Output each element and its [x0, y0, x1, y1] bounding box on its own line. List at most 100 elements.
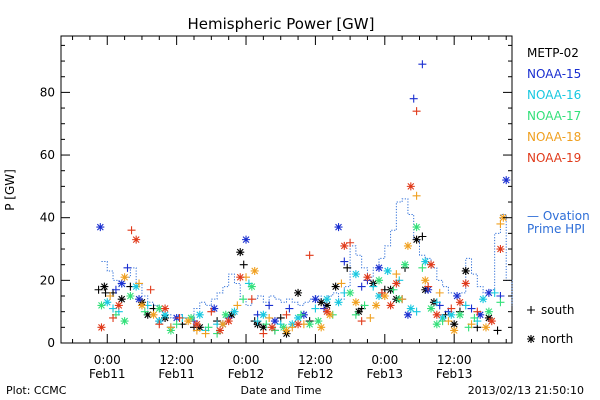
plot-area — [60, 35, 513, 344]
data-point-south — [135, 279, 144, 288]
data-point-north — [432, 310, 441, 319]
data-point-south — [109, 313, 118, 322]
data-point-south — [123, 263, 132, 272]
data-point-north — [317, 323, 326, 332]
data-point-north — [195, 310, 204, 319]
data-point-south — [418, 60, 427, 69]
data-point-north — [279, 323, 288, 332]
data-point-north — [476, 310, 485, 319]
data-point-north — [502, 176, 511, 185]
data-point-north — [401, 260, 410, 269]
data-point-north — [230, 307, 239, 316]
footer-timestamp: 2013/02/13 21:50:10 — [468, 384, 584, 397]
legend-entry: NOAA-18 — [527, 130, 581, 144]
data-point-south — [204, 323, 213, 332]
data-point-south — [490, 288, 499, 297]
data-point-north — [375, 276, 384, 285]
data-point-north — [427, 260, 436, 269]
data-point-south — [447, 304, 456, 313]
data-point-north — [135, 295, 144, 304]
data-point-north — [461, 266, 470, 275]
data-point-south — [470, 313, 479, 322]
data-point-south — [247, 295, 256, 304]
data-point-south — [398, 295, 407, 304]
data-point-south — [166, 323, 175, 332]
series-noaa-18 — [106, 191, 508, 338]
data-point-north — [383, 266, 392, 275]
data-point-north — [412, 235, 421, 244]
data-point-north — [149, 310, 158, 319]
north-symbol-icon — [527, 335, 535, 343]
data-point-north — [270, 317, 279, 326]
data-point-north — [117, 295, 126, 304]
data-point-south — [259, 329, 268, 338]
ovation-legend-label-2: Prime HPI — [527, 222, 585, 236]
data-point-north — [403, 310, 412, 319]
data-point-north — [487, 317, 496, 326]
data-point-north — [322, 295, 331, 304]
ovation-hpi-series — [101, 198, 513, 319]
data-point-north — [354, 307, 363, 316]
data-point-south — [496, 298, 505, 307]
data-point-north — [294, 313, 303, 322]
data-point-south — [409, 94, 418, 103]
data-point-north — [294, 288, 303, 297]
data-point-south — [94, 285, 103, 294]
data-point-north — [334, 223, 343, 232]
data-point-north — [192, 320, 201, 329]
data-point-south — [467, 304, 476, 313]
data-point-south — [360, 301, 369, 310]
data-point-north — [372, 301, 381, 310]
data-point-north — [496, 245, 505, 254]
x-tick-sublabel: Feb12 — [228, 367, 265, 381]
data-point-north — [155, 304, 164, 313]
data-point-north — [403, 241, 412, 250]
series-noaa-16 — [103, 257, 499, 335]
x-tick-label: 0:00 — [371, 353, 398, 367]
data-point-south — [155, 320, 164, 329]
data-point-north — [210, 304, 219, 313]
symbol-legend-label: north — [541, 332, 573, 346]
data-point-north — [259, 323, 268, 332]
data-point-south — [493, 326, 502, 335]
legend: METP-02 NOAA-15 NOAA-16 NOAA-17 NOAA-18 NOAA-… — [527, 46, 581, 165]
chart-title: Hemispheric Power [GW] — [188, 15, 375, 33]
data-point-south — [351, 310, 360, 319]
data-point-north — [132, 282, 141, 291]
y-tick-label: 80 — [40, 85, 55, 99]
data-point-south — [366, 313, 375, 322]
data-point-north — [450, 326, 459, 335]
footer-x-axis-label: Date and Time — [241, 384, 322, 397]
data-point-north — [375, 263, 384, 272]
data-point-north — [432, 320, 441, 329]
data-point-north — [351, 298, 360, 307]
data-point-north — [386, 301, 395, 310]
data-point-north — [117, 279, 126, 288]
data-point-south — [357, 282, 366, 291]
x-tick-sublabel: Feb11 — [89, 367, 126, 381]
data-point-north — [421, 276, 430, 285]
data-point-north — [97, 301, 106, 310]
data-point-north — [375, 292, 384, 301]
symbol-legend-label: south — [541, 303, 575, 317]
y-tick-label: 60 — [40, 148, 55, 162]
data-point-north — [481, 323, 490, 332]
data-point-north — [311, 295, 320, 304]
data-point-north — [100, 282, 109, 291]
data-point-north — [406, 304, 415, 313]
x-tick-label: 12:00 — [437, 353, 472, 367]
x-tick-sublabel: Feb13 — [367, 367, 404, 381]
data-point-south — [337, 279, 346, 288]
south-symbol-icon — [527, 306, 535, 314]
data-point-north — [455, 298, 464, 307]
x-tick-label: 0:00 — [94, 353, 121, 367]
x-tick-label: 0:00 — [233, 353, 260, 367]
data-point-south — [435, 288, 444, 297]
data-point-north — [305, 320, 314, 329]
data-point-south — [146, 285, 155, 294]
data-point-north — [97, 323, 106, 332]
data-point-north — [218, 320, 227, 329]
data-point-south — [496, 219, 505, 228]
data-point-south — [418, 263, 427, 272]
